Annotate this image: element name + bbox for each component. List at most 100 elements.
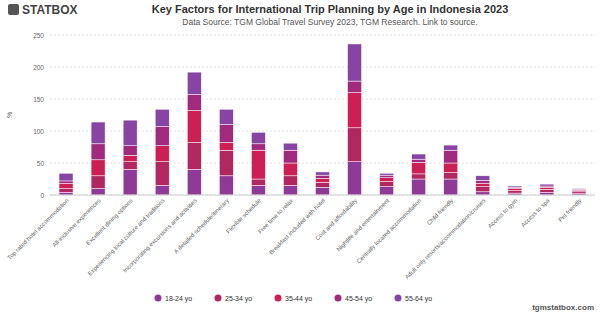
title: Key Factors for International Trip Plann… (152, 3, 509, 15)
bar-segment (187, 111, 201, 143)
bar-segment (572, 188, 586, 190)
bar-segment (155, 127, 169, 146)
x-tick-label: Child friendly (426, 197, 455, 226)
bar-segment (444, 150, 458, 163)
bar-segment (155, 185, 169, 195)
bar-segment (412, 174, 426, 179)
bar-segment (540, 189, 554, 192)
bar-segment (572, 192, 586, 194)
bar-segment (283, 163, 297, 176)
bars (59, 44, 586, 195)
bar-segment (444, 145, 458, 150)
x-axis (50, 195, 595, 196)
bar-segment (155, 146, 169, 162)
bar-segment (187, 169, 201, 195)
bar-segment (380, 182, 394, 187)
legend: 18-24 yo 25-34 yo 35-44 yo 45-54 yo 55-64 yo (155, 295, 433, 303)
bar-segment (283, 185, 297, 195)
bar-segment (251, 150, 265, 179)
y-tick-label: 200 (33, 64, 44, 71)
grid-line (50, 195, 595, 196)
logo-icon (8, 4, 19, 15)
bar-segment (59, 189, 73, 193)
bar-segment (155, 162, 169, 186)
bar-segment (508, 191, 522, 194)
legend-swatch (215, 295, 222, 302)
grid-line (50, 99, 595, 100)
logo: STATBOX (8, 3, 78, 17)
legend-swatch (335, 295, 342, 302)
bar-segment (59, 181, 73, 184)
bar-segment (251, 132, 265, 144)
x-tick-label: Adult only resorts/accommodation/cruises (404, 197, 487, 280)
x-tick-label: Flexible schedule (225, 197, 262, 234)
bar-segment (476, 176, 490, 180)
y-axis-label: % (6, 112, 13, 118)
bar-segment (348, 93, 362, 128)
bar-segment (187, 143, 201, 170)
bar-segment (316, 178, 330, 182)
legend-label: 55-64 yo (405, 295, 432, 303)
bar-segment (123, 155, 137, 161)
bar-segment (91, 176, 105, 189)
bar-segment (508, 189, 522, 191)
bar-segment (123, 120, 137, 146)
bar-segment (316, 175, 330, 178)
y-tick-label: 150 (33, 96, 44, 103)
legend-label: 45-54 yo (345, 295, 372, 303)
grid-line (50, 67, 595, 68)
x-tick-label: Pet friendly (557, 197, 582, 222)
bar-segment (572, 189, 586, 190)
bar-segment (219, 150, 233, 176)
x-tick-label: Centrally located accommodation (355, 197, 422, 264)
x-tick-label: A detailed schedule/itinerary (173, 197, 230, 254)
x-tick-label: Access to spa (520, 197, 551, 228)
bar-segment (412, 154, 426, 159)
legend-label: 18-24 yo (165, 295, 192, 303)
grid (50, 35, 595, 195)
bar-segment (219, 109, 233, 124)
bar-segment (316, 187, 330, 195)
bar-segment (412, 162, 426, 174)
legend-label: 35-44 yo (285, 295, 312, 303)
bar-segment (316, 172, 330, 175)
bar-segment (508, 186, 522, 187)
bar-segment (380, 175, 394, 178)
bar-segment (412, 179, 426, 195)
bar-segment (123, 146, 137, 156)
footer: tgmstatbox.com (532, 303, 594, 312)
bar-segment (540, 184, 554, 186)
bar-segment (380, 173, 394, 175)
legend-swatch (275, 295, 282, 302)
legend-swatch (395, 295, 402, 302)
bar-segment (251, 185, 265, 195)
bar-segment (91, 144, 105, 160)
bar-segment (476, 187, 490, 192)
bar-segment (348, 128, 362, 162)
x-tick-label: Breakfast included with hotel (268, 197, 326, 255)
y-tick-label: 250 (33, 32, 44, 39)
bar-segment (476, 180, 490, 183)
bar-segment (444, 163, 458, 173)
bar-segment (476, 183, 490, 186)
bar-segment (348, 44, 362, 81)
bar-segment (540, 187, 554, 189)
bar-segment (283, 176, 297, 186)
bar-segment (380, 187, 394, 195)
bar-segment (91, 122, 105, 144)
bar-segment (123, 162, 137, 170)
bar-segment (283, 150, 297, 163)
bar-segment (187, 95, 201, 111)
x-tick-label: Top rated hotel accommodation (6, 197, 69, 260)
bar-segment (91, 189, 105, 195)
legend-label: 25-34 yo (225, 295, 252, 303)
y-tick-label: 100 (33, 128, 44, 135)
bar-segment (91, 160, 105, 176)
logo-text: STATBOX (22, 3, 78, 17)
bar-segment (251, 179, 265, 185)
subtitle: Data Source: TGM Global Travel Survey 20… (182, 17, 477, 27)
bar-segment (251, 144, 265, 150)
bar-segment (348, 81, 362, 93)
bar-segment (59, 183, 73, 188)
chart: STATBOX Key Factors for International Tri… (0, 0, 600, 314)
